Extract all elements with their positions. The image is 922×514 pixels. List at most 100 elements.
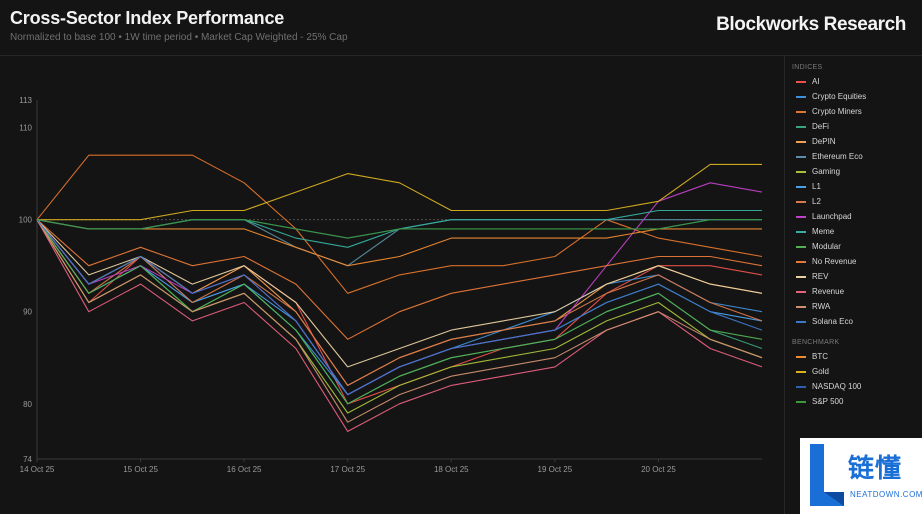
legend-label: REV [812,272,829,281]
legend-swatch [796,370,806,373]
legend-label: NASDAQ 100 [812,382,862,391]
legend-item[interactable]: NASDAQ 100 [786,379,916,394]
legend-item[interactable]: REV [786,269,916,284]
legend-indices-list: AI Crypto Equities Crypto Miners DeFi DePIN E… [786,74,916,329]
legend-item[interactable]: Meme [786,224,916,239]
legend-item[interactable]: S&P 500 [786,394,916,409]
watermark-cn: 链懂 [848,453,903,483]
legend-label: Crypto Miners [812,107,862,116]
legend-swatch [796,355,806,358]
series-line-crypto-equities [36,219,763,396]
legend-label: AI [812,77,820,86]
watermark: 链懂 NEATDOWN.COM [800,438,922,514]
y-tick-label: 110 [19,124,32,133]
x-tick-label: 19 Oct 25 [538,465,573,474]
y-tick-label: 90 [23,308,32,317]
series-line-s-p-500 [36,219,762,239]
legend-swatch [796,400,806,403]
legend-swatch [796,320,806,323]
x-tick-label: 14 Oct 25 [20,465,55,474]
chart-title: Cross-Sector Index Performance [10,8,285,28]
y-tick-label: 80 [23,400,32,409]
legend-swatch [796,110,806,113]
legend-item[interactable]: Gaming [786,164,916,179]
y-tick-label: 74 [23,455,32,464]
legend-item[interactable]: Solana Eco [786,314,916,329]
legend-item[interactable]: Revenue [786,284,916,299]
legend-benchmark-list: BTC Gold NASDAQ 100 S&P 500 [786,349,916,409]
legend-item[interactable]: DePIN [786,134,916,149]
legend-swatch [796,140,806,143]
legend-item[interactable]: Launchpad [786,209,916,224]
legend-header-indices: INDICES [792,64,823,71]
legend-label: S&P 500 [812,397,844,406]
legend-swatch [796,215,806,218]
series-line-gold [37,163,762,221]
series-line-rwa [36,219,763,423]
series-line-revenue [36,219,763,432]
watermark-en: NEATDOWN.COM [850,490,922,499]
legend-label: L1 [812,182,821,191]
series-line-depin [36,219,763,386]
legend-swatch [796,385,806,388]
x-tick-label: 18 Oct 25 [434,465,469,474]
legend-label: Ethereum Eco [812,152,863,161]
legend-swatch [796,125,806,128]
legend-swatch [796,245,806,248]
legend-label: No Revenue [812,257,857,266]
legend-label: BTC [812,352,828,361]
legend-swatch [796,260,806,263]
legend-label: Crypto Equities [812,92,867,101]
legend-label: Gaming [812,167,841,176]
series-line-btc [36,219,762,267]
legend-divider [784,56,785,514]
x-tick-label: 15 Oct 25 [123,465,158,474]
legend-item[interactable]: BTC [786,349,916,364]
legend-swatch [796,170,806,173]
series-line-crypto-miners [36,154,763,294]
legend-label: DeFi [812,122,829,131]
x-tick-label: 16 Oct 25 [227,465,262,474]
legend-item[interactable]: AI [786,74,916,89]
legend-label: Modular [812,242,841,251]
series-line-rev [36,219,763,368]
series-line-l1 [36,219,763,396]
legend-item[interactable]: RWA [786,299,916,314]
y-tick-label: 113 [19,96,32,105]
legend-label: Launchpad [812,212,852,221]
legend-label: RWA [812,302,831,311]
legend-swatch [796,305,806,308]
legend-swatch [796,290,806,293]
legend-label: DePIN [812,137,836,146]
legend-item[interactable]: No Revenue [786,254,916,269]
x-tick-label: 17 Oct 25 [330,465,365,474]
legend-label: Meme [812,227,835,236]
brand-logo: Blockworks Research [716,14,906,35]
series-line-l2 [36,219,763,386]
legend-item[interactable]: Gold [786,364,916,379]
legend-swatch [796,275,806,278]
legend-item[interactable]: Ethereum Eco [786,149,916,164]
legend-item[interactable]: L1 [786,179,916,194]
legend-label: Revenue [812,287,845,296]
legend-swatch [796,95,806,98]
legend-item[interactable]: Modular [786,239,916,254]
legend-item[interactable]: DeFi [786,119,916,134]
legend-item[interactable]: L2 [786,194,916,209]
legend-label: Solana Eco [812,317,853,326]
legend-label: L2 [812,197,821,206]
legend-swatch [796,155,806,158]
legend-item[interactable]: Crypto Miners [786,104,916,119]
chart-subtitle: Normalized to base 100 • 1W time period … [10,32,348,43]
legend-item[interactable]: Crypto Equities [786,89,916,104]
L-logo-icon [810,444,844,506]
series-line-solana-eco [36,219,763,396]
legend-swatch [796,185,806,188]
series-line-modular [36,219,763,405]
legend-swatch [796,230,806,233]
legend-swatch [796,200,806,203]
legend: INDICES AI Crypto Equities Crypto Miners De… [786,62,916,409]
legend-label: Gold [812,367,829,376]
series-line-launchpad [36,182,763,396]
header-divider [0,55,922,56]
